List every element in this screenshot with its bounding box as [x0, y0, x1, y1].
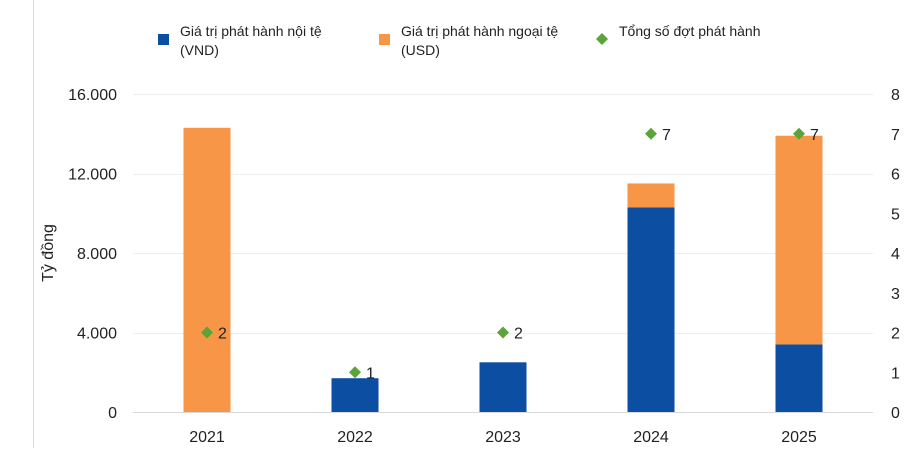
bar-segment [775, 135, 823, 345]
bars [183, 127, 823, 412]
x-tick-label: 2021 [189, 429, 225, 446]
y2-tick-label: 5 [891, 206, 900, 223]
y2-tick-label: 8 [891, 87, 900, 104]
y-tick-label: 0 [108, 405, 117, 422]
y2-tick-label: 7 [891, 127, 900, 144]
x-tick-label: 2022 [337, 429, 373, 446]
y2-tick-label: 1 [891, 365, 900, 382]
x-axis-ticks: 2021 2022 2023 2024 2025 [189, 429, 817, 446]
x-tick-label: 2024 [633, 429, 669, 446]
legend-label: Tổng số đợt phát hành [619, 23, 761, 39]
data-label: 2 [514, 326, 523, 343]
y2-tick-label: 4 [891, 246, 900, 263]
x-tick-label: 2025 [781, 429, 817, 446]
y2-tick-label: 0 [891, 405, 900, 422]
marker-point [497, 326, 509, 339]
bar-segment [331, 378, 379, 412]
marker-point [349, 366, 361, 379]
bar-segment [627, 207, 675, 412]
bar-segment [775, 344, 823, 412]
legend-swatch [158, 34, 169, 45]
y-tick-label: 16.000 [68, 87, 117, 104]
y2-axis-ticks: 0 1 2 3 4 5 6 7 8 [891, 87, 900, 422]
gridlines [133, 94, 873, 334]
legend-swatch [379, 34, 390, 45]
y-tick-label: 12.000 [68, 167, 117, 184]
data-label: 7 [810, 127, 819, 144]
x-tick-label: 2023 [485, 429, 521, 446]
marker-point [201, 326, 213, 339]
y2-tick-label: 6 [891, 167, 900, 184]
marker-point [645, 127, 657, 140]
legend-swatch [596, 33, 608, 45]
legend: Giá trị phát hành nội tệ (VND) Giá trị phá… [158, 23, 761, 58]
y-axis-title: Tỷ đồng [40, 224, 57, 282]
data-label: 2 [218, 326, 227, 343]
legend-label: Giá trị phát hành ngoại tệ (USD) [401, 23, 558, 58]
y2-tick-label: 3 [891, 286, 900, 303]
bar-segment [183, 127, 231, 412]
data-label: 1 [366, 365, 375, 382]
y2-tick-label: 2 [891, 326, 900, 343]
y-tick-label: 4.000 [77, 326, 117, 343]
data-label: 7 [662, 127, 671, 144]
y-tick-label: 8.000 [77, 246, 117, 263]
marker-point [793, 127, 805, 140]
markers: 2 1 2 7 7 [201, 127, 819, 382]
bar-segment [627, 183, 675, 208]
legend-label: Giá trị phát hành nội tệ (VND) [180, 23, 322, 58]
bar-segment [479, 362, 527, 412]
y-axis-ticks: 0 4.000 8.000 12.000 16.000 [68, 87, 117, 422]
